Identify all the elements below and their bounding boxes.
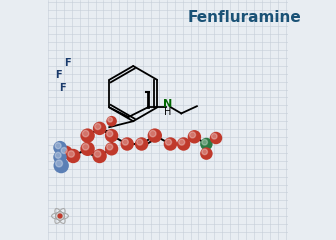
Text: Fenfluramine: Fenfluramine bbox=[188, 10, 302, 25]
Circle shape bbox=[55, 152, 61, 158]
Circle shape bbox=[121, 137, 134, 151]
Circle shape bbox=[82, 130, 89, 137]
Circle shape bbox=[68, 151, 74, 157]
Circle shape bbox=[66, 149, 80, 163]
Circle shape bbox=[82, 144, 89, 150]
Text: N: N bbox=[164, 99, 173, 109]
Circle shape bbox=[107, 131, 113, 137]
Circle shape bbox=[56, 212, 64, 220]
Circle shape bbox=[190, 132, 196, 138]
Circle shape bbox=[92, 149, 107, 163]
Circle shape bbox=[137, 139, 143, 145]
Circle shape bbox=[55, 160, 62, 167]
Text: F: F bbox=[64, 58, 71, 68]
Circle shape bbox=[202, 149, 207, 155]
Circle shape bbox=[61, 148, 67, 154]
Circle shape bbox=[135, 137, 148, 151]
Circle shape bbox=[179, 139, 185, 145]
Circle shape bbox=[148, 128, 162, 143]
Circle shape bbox=[106, 116, 117, 126]
Circle shape bbox=[164, 137, 177, 151]
Circle shape bbox=[55, 143, 61, 149]
Circle shape bbox=[80, 128, 95, 143]
Circle shape bbox=[53, 158, 69, 173]
Circle shape bbox=[105, 129, 118, 142]
Circle shape bbox=[202, 139, 207, 145]
Text: F: F bbox=[59, 83, 66, 93]
Circle shape bbox=[108, 117, 113, 122]
Circle shape bbox=[211, 133, 217, 139]
Circle shape bbox=[200, 138, 213, 150]
Circle shape bbox=[177, 137, 190, 151]
Circle shape bbox=[105, 142, 118, 156]
Circle shape bbox=[122, 139, 128, 145]
Circle shape bbox=[107, 144, 113, 150]
Circle shape bbox=[200, 147, 213, 160]
Circle shape bbox=[58, 214, 62, 218]
Text: H: H bbox=[164, 107, 172, 117]
Circle shape bbox=[80, 142, 95, 156]
Circle shape bbox=[210, 132, 222, 144]
Circle shape bbox=[53, 150, 67, 164]
Circle shape bbox=[93, 122, 106, 135]
Text: F: F bbox=[55, 70, 62, 80]
Circle shape bbox=[94, 151, 101, 157]
Circle shape bbox=[95, 124, 101, 130]
Circle shape bbox=[59, 146, 73, 159]
Circle shape bbox=[53, 141, 67, 154]
Circle shape bbox=[188, 130, 201, 144]
Circle shape bbox=[150, 130, 156, 137]
Circle shape bbox=[166, 139, 172, 145]
